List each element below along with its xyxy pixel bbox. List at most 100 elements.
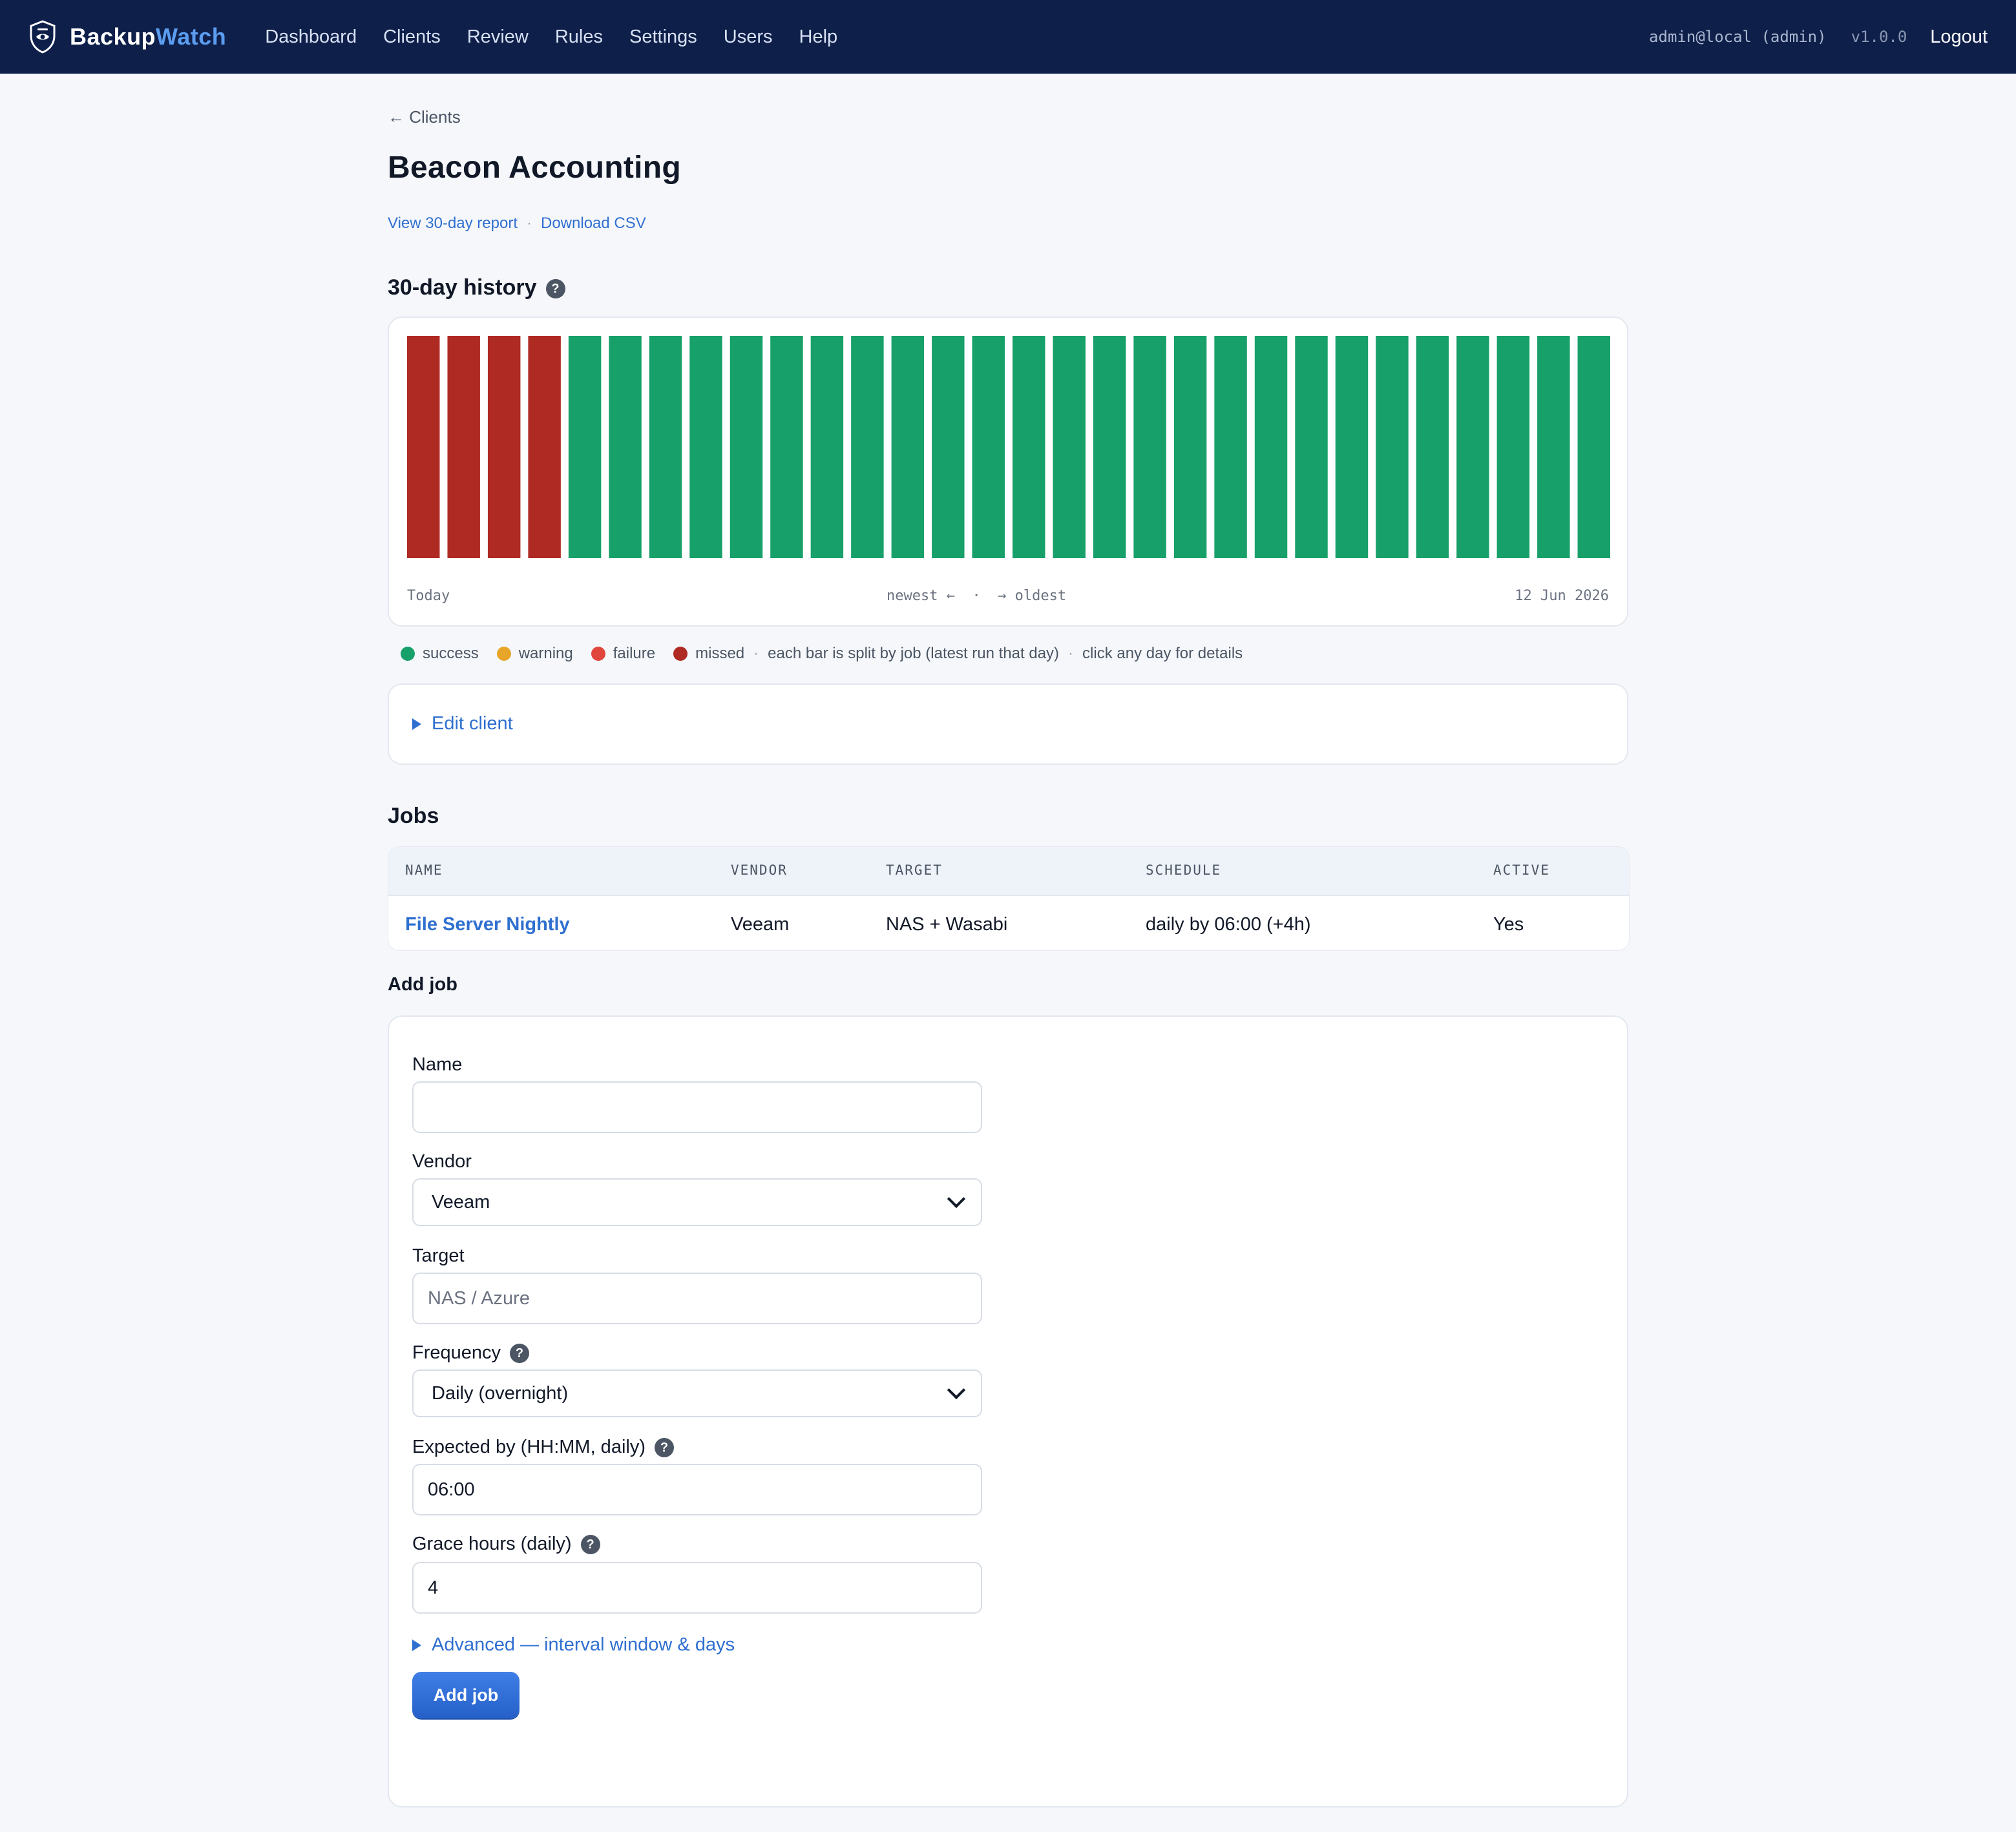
disclosure-triangle-icon <box>412 1639 421 1651</box>
nav-users[interactable]: Users <box>723 26 773 47</box>
day-bar-success[interactable] <box>1416 336 1449 558</box>
edit-client-toggle[interactable]: Edit client <box>412 713 513 734</box>
day-bar-success[interactable] <box>932 336 965 558</box>
col-vendor: VENDOR <box>731 862 788 878</box>
day-bar-missed[interactable] <box>407 336 440 558</box>
day-bar-success[interactable] <box>1335 336 1369 558</box>
legend-missed: missed <box>673 645 744 663</box>
missed-dot-icon <box>673 647 688 661</box>
add-job-button[interactable]: Add job <box>412 1672 520 1718</box>
frequency-selected: Daily (overnight) <box>432 1382 569 1404</box>
job-target: NAS + Wasabi <box>886 914 1008 935</box>
warning-dot-icon <box>496 647 511 661</box>
day-bar-success[interactable] <box>1093 336 1126 558</box>
report-links: View 30-day report · Download CSV <box>388 214 646 233</box>
brand[interactable]: BackupWatch <box>28 19 226 54</box>
history-chart-card: Today newest ← · → oldest 12 Jun 2026 <box>388 317 1628 627</box>
nav-rules[interactable]: Rules <box>554 26 603 47</box>
logout-link[interactable]: Logout <box>1930 26 1988 47</box>
day-bar-success[interactable] <box>730 336 763 558</box>
grace-hours-input[interactable]: 4 <box>412 1562 982 1614</box>
failure-dot-icon <box>591 647 605 661</box>
page-title: Beacon Accounting <box>388 151 682 185</box>
nav-clients[interactable]: Clients <box>383 26 441 47</box>
success-dot-icon <box>401 647 415 661</box>
day-bar-success[interactable] <box>1254 336 1288 558</box>
day-bar-success[interactable] <box>1456 336 1489 558</box>
help-icon[interactable]: ? <box>580 1534 600 1554</box>
axis-left-label: Today <box>407 588 450 604</box>
axis-center-label: newest ← · → oldest <box>887 588 1067 604</box>
jobs-table: NAME VENDOR TARGET SCHEDULE ACTIVE File … <box>388 846 1630 951</box>
name-input[interactable] <box>412 1081 982 1133</box>
day-bar-missed[interactable] <box>528 336 561 558</box>
day-bar-success[interactable] <box>649 336 682 558</box>
target-label: Target <box>412 1245 465 1266</box>
advanced-toggle[interactable]: Advanced — interval window & days <box>412 1634 735 1656</box>
day-bar-success[interactable] <box>1496 336 1530 558</box>
shield-eye-icon <box>30 20 56 54</box>
legend-success: success <box>401 645 479 663</box>
help-icon[interactable]: ? <box>655 1437 674 1457</box>
nav-help[interactable]: Help <box>799 26 838 47</box>
day-bar-success[interactable] <box>568 336 602 558</box>
nav-settings[interactable]: Settings <box>629 26 697 47</box>
edit-client-card: Edit client <box>388 683 1628 765</box>
add-job-heading: Add job <box>388 974 457 995</box>
day-bar-success[interactable] <box>609 336 642 558</box>
day-bar-success[interactable] <box>851 336 884 558</box>
jobs-heading: Jobs <box>388 804 439 828</box>
nav-links: Dashboard Clients Review Rules Settings … <box>265 26 864 48</box>
day-bar-success[interactable] <box>1173 336 1207 558</box>
day-bar-success[interactable] <box>891 336 925 558</box>
disclosure-triangle-icon <box>412 718 421 730</box>
top-navbar: BackupWatch Dashboard Clients Review Rul… <box>0 0 2016 74</box>
frequency-select[interactable]: Daily (overnight) <box>412 1369 982 1417</box>
frequency-label: Frequency? <box>412 1342 530 1364</box>
day-bar-success[interactable] <box>1376 336 1409 558</box>
day-bar-success[interactable] <box>689 336 722 558</box>
add-job-form: Name Vendor Veeam Target NAS / Azure Fre… <box>388 1015 1628 1807</box>
axis-right-label: 12 Jun 2026 <box>1515 588 1609 604</box>
day-bar-success[interactable] <box>1214 336 1247 558</box>
day-bar-success[interactable] <box>770 336 803 558</box>
nav-dashboard[interactable]: Dashboard <box>265 26 357 47</box>
day-bar-success[interactable] <box>810 336 844 558</box>
vendor-select[interactable]: Veeam <box>412 1178 982 1226</box>
expected-by-input[interactable]: 06:00 <box>412 1464 982 1515</box>
legend-note-click: click any day for details <box>1082 645 1243 662</box>
current-user: admin@local (admin) <box>1649 28 1827 46</box>
name-label: Name <box>412 1054 463 1075</box>
back-to-clients-link[interactable]: ← Clients <box>388 107 461 127</box>
job-name-link[interactable]: File Server Nightly <box>405 914 570 935</box>
day-bar-missed[interactable] <box>487 336 521 558</box>
table-row: File Server Nightly Veeam NAS + Wasabi d… <box>388 896 1629 950</box>
col-target: TARGET <box>886 862 943 878</box>
separator: · <box>527 214 532 232</box>
help-icon[interactable]: ? <box>510 1343 530 1363</box>
download-csv-link[interactable]: Download CSV <box>541 214 646 232</box>
day-bar-success[interactable] <box>1013 336 1045 558</box>
day-bar-success[interactable] <box>1295 336 1328 558</box>
help-icon[interactable]: ? <box>545 279 565 299</box>
col-active: ACTIVE <box>1493 862 1550 878</box>
separator: · <box>1068 645 1074 662</box>
table-header: NAME VENDOR TARGET SCHEDULE ACTIVE <box>388 847 1629 896</box>
history-heading: 30-day history? <box>388 275 565 300</box>
history-bars <box>407 336 1610 558</box>
app-version: v1.0.0 <box>1851 28 1907 46</box>
grace-hours-label: Grace hours (daily)? <box>412 1534 600 1555</box>
day-bar-success[interactable] <box>1577 336 1610 558</box>
history-legend: success warning failure missed · each ba… <box>401 645 1243 663</box>
nav-right: admin@local (admin) v1.0.0 Logout <box>1649 26 1988 48</box>
separator: · <box>753 645 759 662</box>
day-bar-success[interactable] <box>1537 336 1570 558</box>
view-report-link[interactable]: View 30-day report <box>388 214 518 232</box>
day-bar-success[interactable] <box>1053 336 1086 558</box>
day-bar-success[interactable] <box>1133 336 1166 558</box>
target-input[interactable]: NAS / Azure <box>412 1273 982 1324</box>
expected-by-label: Expected by (HH:MM, daily)? <box>412 1437 674 1458</box>
day-bar-success[interactable] <box>972 336 1005 558</box>
nav-review[interactable]: Review <box>467 26 529 47</box>
day-bar-missed[interactable] <box>447 336 480 558</box>
